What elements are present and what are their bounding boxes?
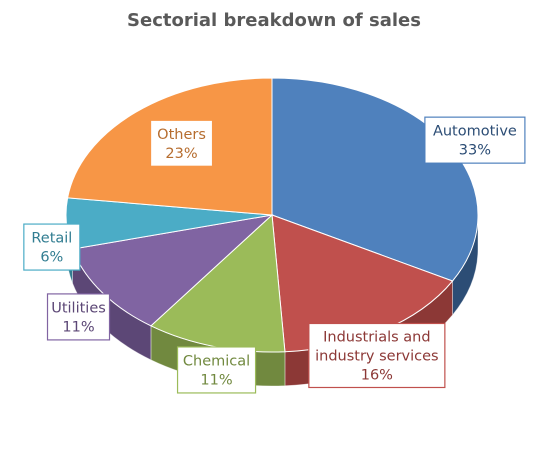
data-label-name: Others xyxy=(157,127,206,143)
data-label-box xyxy=(176,346,257,394)
data-label-box xyxy=(23,223,81,271)
data-label-value: 11% xyxy=(200,372,232,388)
data-label-name: Utilities xyxy=(51,300,106,316)
chart-title: Sectorial breakdown of sales xyxy=(127,10,421,31)
data-label-chemical: Chemical 11% xyxy=(176,346,257,394)
data-label-value: 16% xyxy=(361,367,393,383)
data-label-value: 33% xyxy=(459,143,491,159)
pie-slices xyxy=(65,77,479,353)
data-labels: Automotive 33% Industrials and industry ser… xyxy=(23,116,526,394)
data-label-box xyxy=(424,116,526,164)
data-label-name: Chemical xyxy=(183,353,250,369)
data-label-box xyxy=(46,293,111,341)
data-label-box xyxy=(308,322,446,389)
data-label-retail: Retail 6% xyxy=(23,223,81,271)
data-label-box xyxy=(149,119,214,167)
data-label-utilities: Utilities 11% xyxy=(46,293,111,341)
data-label-value: 6% xyxy=(40,250,63,266)
data-label-industrials-and-industry-services: Industrials and industry services 16% xyxy=(308,322,446,389)
data-label-others: Others 23% xyxy=(149,119,214,167)
data-label-name: Retail xyxy=(31,231,72,247)
data-label-name: industry services xyxy=(315,348,439,364)
data-label-name: Industrials and xyxy=(323,329,430,345)
data-label-name: Automotive xyxy=(433,124,517,140)
data-label-value: 23% xyxy=(165,146,197,162)
data-label-automotive: Automotive 33% xyxy=(424,116,526,164)
data-label-value: 11% xyxy=(62,319,94,335)
